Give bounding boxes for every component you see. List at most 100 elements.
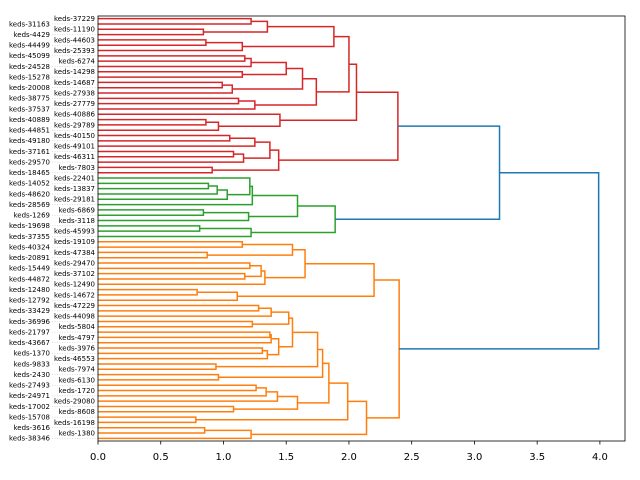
leaf-label: keds-37229	[54, 15, 95, 23]
dendrogram-link	[98, 426, 206, 434]
leaf-label: keds-29470	[54, 259, 95, 267]
dendrogram-link	[267, 337, 280, 356]
dendrogram-link	[98, 429, 252, 440]
dendrogram-link	[98, 17, 252, 25]
dendrogram-links	[98, 17, 600, 440]
dendrogram-link	[98, 209, 205, 216]
dendrogram-link	[98, 416, 197, 424]
dendrogram-link	[278, 91, 399, 161]
leaf-label: keds-44851	[9, 127, 50, 135]
leaf-label: keds-29181	[54, 196, 95, 204]
dendrogram-link	[251, 400, 368, 436]
x-axis: 0.0 0.5 1.0 1.5 2.0 2.5 3.0 3.5 4.0	[90, 441, 608, 463]
x-tick-label: 4.0	[592, 452, 608, 463]
leaf-label: keds-17002	[9, 403, 50, 411]
leaf-label: keds-15449	[9, 265, 50, 273]
dendrogram-link	[98, 97, 240, 105]
dendrogram-link	[232, 67, 304, 90]
leaf-label: keds-4797	[58, 334, 95, 342]
dendrogram-link	[98, 137, 256, 147]
leaf-label: keds-28569	[9, 201, 50, 209]
leaf-label: keds-27493	[9, 382, 50, 390]
leaf-label: keds-47229	[54, 302, 95, 310]
leaf-label: keds-40150	[54, 132, 95, 140]
leaf-label: keds-19109	[54, 238, 95, 246]
leaf-label: keds-14672	[54, 291, 95, 299]
plot-frame	[97, 15, 626, 442]
dendrogram-link	[98, 113, 281, 127]
leaf-label: keds-6274	[58, 58, 95, 66]
leaf-label: keds-7803	[58, 164, 95, 172]
leaf-label: keds-40889	[9, 116, 50, 124]
dendrogram-link	[98, 81, 223, 89]
leaf-label: keds-19698	[9, 222, 50, 230]
dendrogram-link	[264, 249, 306, 279]
leaf-label: keds-9833	[13, 360, 50, 368]
leaf-label: keds-1380	[58, 429, 95, 437]
leaf-label: keds-44098	[54, 313, 95, 321]
x-tick-label: 3.5	[529, 452, 545, 463]
dendrogram-link	[98, 166, 213, 174]
leaf-label: keds-8608	[58, 408, 95, 416]
dendrogram-link	[254, 78, 318, 106]
dendrogram-link	[98, 150, 235, 158]
dendrogram-link	[242, 61, 287, 76]
dendrogram-link	[98, 384, 257, 392]
leaf-label: keds-12792	[9, 297, 50, 305]
leaf-label: keds-21797	[9, 328, 50, 336]
dendrogram-link	[218, 348, 324, 378]
dendrogram-link	[98, 153, 245, 163]
leaf-label: keds-37537	[9, 105, 50, 113]
leaf-label: keds-12490	[54, 281, 95, 289]
dendrogram-link	[366, 279, 400, 419]
dendrogram-link	[242, 25, 335, 48]
dendrogram-link	[98, 307, 272, 317]
leaf-label: keds-38775	[9, 95, 50, 103]
dendrogram-link	[98, 304, 260, 312]
leaf-label: keds-37355	[9, 233, 50, 241]
dendrogram-link	[98, 182, 210, 190]
leaf-label: keds-25393	[54, 47, 95, 55]
dendrogram-link	[297, 362, 330, 404]
dendrogram-link	[251, 205, 336, 234]
dendrogram-link	[98, 272, 246, 280]
leaf-label: keds-44603	[54, 36, 95, 44]
leaf-label: keds-46553	[54, 355, 95, 363]
dendrogram-link	[207, 243, 294, 256]
dendrogram-link	[244, 264, 262, 278]
leaf-label: keds-14298	[54, 68, 95, 76]
x-tick-label: 0.0	[90, 452, 106, 463]
dendrogram-link	[98, 121, 220, 131]
leaf-label: keds-14687	[54, 79, 95, 87]
leaf-label: keds-7974	[58, 366, 95, 374]
leaf-label: keds-43667	[9, 339, 50, 347]
dendrogram-link	[278, 317, 294, 348]
x-tick-label: 3.0	[466, 452, 482, 463]
leaf-labels: keds-37229 keds-31163 keds-11190 keds-4429 k…	[9, 15, 96, 443]
leaf-label: keds-14052	[9, 180, 50, 188]
leaf-label: keds-1720	[58, 387, 95, 395]
leaf-label: keds-24528	[9, 63, 50, 71]
leaf-label: keds-38346	[9, 435, 51, 443]
leaf-label: keds-37161	[9, 148, 50, 156]
leaf-label: keds-27938	[54, 89, 95, 97]
dendrogram-link	[98, 189, 228, 201]
dendrogram-link	[98, 100, 256, 110]
dendrogram-link	[98, 373, 220, 381]
leaf-label: keds-44872	[9, 275, 50, 283]
dendrogram-link	[215, 331, 319, 368]
dendrogram-link	[98, 347, 264, 355]
dendrogram-link	[203, 20, 269, 33]
dendrogram-link	[98, 241, 244, 248]
leaf-label: keds-49101	[54, 143, 95, 151]
leaf-label: keds-24971	[9, 392, 50, 400]
leaf-label: keds-48620	[9, 190, 50, 198]
leaf-label: keds-33429	[9, 307, 50, 315]
leaf-label: keds-6130	[58, 376, 95, 384]
leaf-label: keds-29080	[54, 398, 95, 406]
dendrogram-link	[98, 387, 267, 397]
leaf-leader-lines	[52, 23, 98, 439]
leaf-label: keds-20891	[9, 254, 50, 262]
x-tick-label: 1.0	[216, 452, 232, 463]
